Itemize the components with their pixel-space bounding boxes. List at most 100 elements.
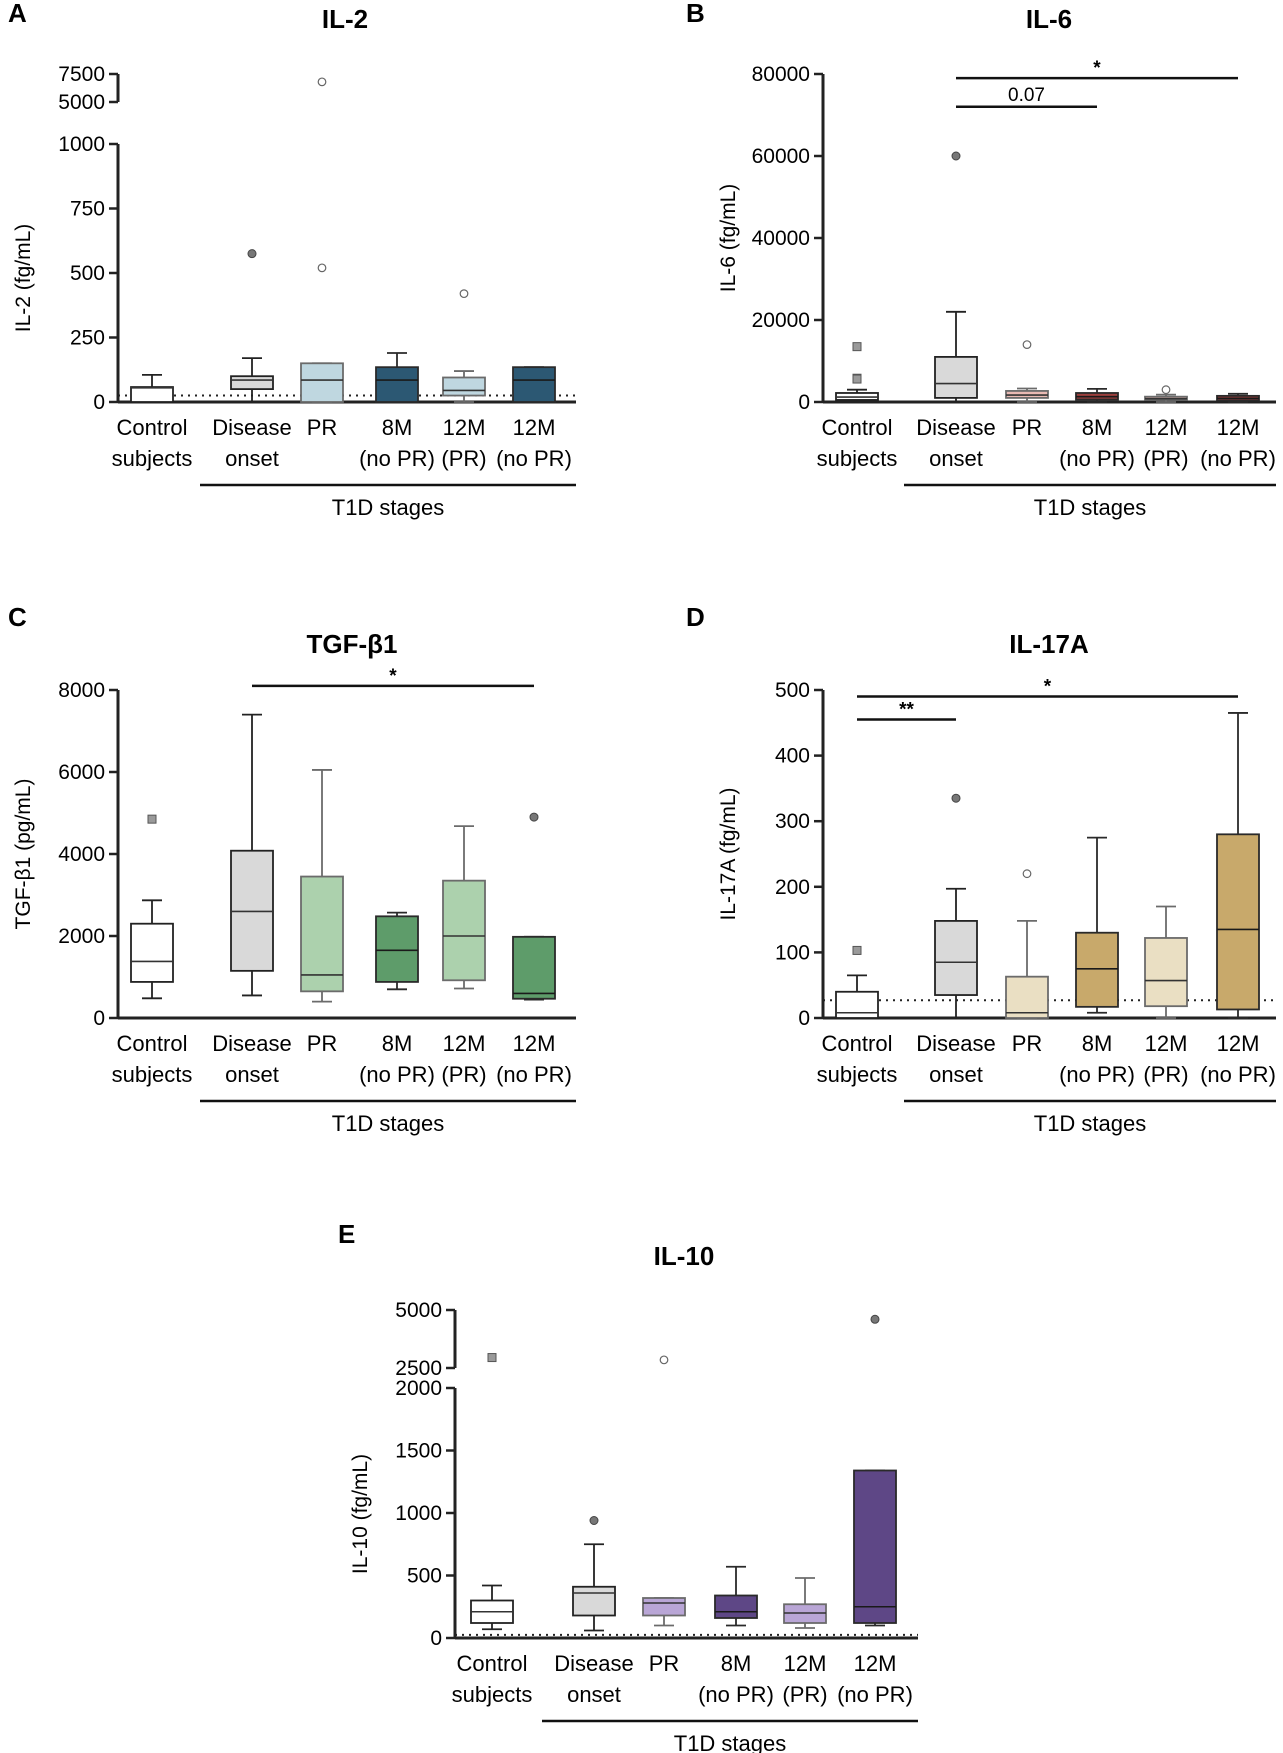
y-axis-label: IL-17A (fg/mL) [717, 787, 740, 920]
x-category-label: (no PR) [359, 446, 435, 471]
y-axis-label: IL-6 (fg/mL) [717, 184, 740, 293]
y-tick-label: 6000 [58, 761, 105, 784]
x-category-label: (no PR) [1059, 446, 1135, 471]
box-iqr [375, 366, 419, 403]
significance-label: 0.07 [1008, 85, 1045, 106]
y-tick-label: 0 [798, 1007, 810, 1030]
outlier-point [589, 1516, 599, 1525]
outlier-point [1022, 340, 1032, 350]
t1d-stages-label: T1D stages [1034, 1111, 1147, 1136]
box-2 [230, 713, 274, 997]
box-iqr [1075, 931, 1119, 1008]
y-tick-label: 0 [93, 391, 105, 414]
t1d-stages-label: T1D stages [332, 1111, 445, 1136]
panel-letter: A [8, 0, 27, 28]
box-iqr [1216, 833, 1260, 1011]
y-tick-label: 0 [430, 1627, 442, 1650]
box-iqr [835, 990, 879, 1019]
outlier-point [317, 77, 327, 87]
y-tick-label: 7500 [58, 63, 105, 86]
box-5 [442, 289, 486, 403]
box-6 [1216, 392, 1260, 403]
panel-c: C TGF-β1 0 2000 4000 6000 8000 TGF-β1 (pg/mL) Co… [8, 602, 576, 1136]
box-1 [835, 342, 879, 403]
y-tick-label: 5000 [58, 91, 105, 114]
x-category-label: onset [225, 1062, 279, 1087]
x-category-label: (PR) [1143, 1062, 1188, 1087]
box-2 [572, 1516, 616, 1632]
box-3 [642, 1355, 686, 1627]
x-category-label: 12M [854, 1651, 897, 1676]
y-axis-label: TGF-β1 (pg/mL) [12, 779, 35, 930]
x-category-label: PR [307, 415, 338, 440]
box-iqr [230, 375, 274, 391]
box-4 [1075, 387, 1119, 403]
box-iqr [714, 1594, 758, 1619]
box-6 [512, 366, 556, 403]
box-iqr [512, 935, 556, 1000]
x-category-label: Disease [916, 415, 995, 440]
panel-letter: E [338, 1219, 355, 1249]
outlier-point [459, 289, 469, 299]
x-category-label: Disease [212, 1031, 291, 1056]
y-tick-label: 0 [93, 1007, 105, 1030]
y-tick-label: 300 [775, 810, 810, 833]
box-iqr [130, 386, 174, 403]
x-category-label: (no PR) [496, 446, 572, 471]
y-tick-label: 8000 [58, 679, 105, 702]
y-tick-label: 4000 [58, 843, 105, 866]
panel-title: IL-6 [1026, 4, 1072, 34]
y-tick-label: 1000 [58, 133, 105, 156]
box-iqr [853, 1469, 897, 1624]
box-iqr [512, 366, 556, 403]
box-4 [1075, 836, 1119, 1014]
box-1 [130, 814, 174, 1000]
x-category-label: 12M [784, 1651, 827, 1676]
significance-label: * [389, 666, 397, 687]
x-category-label: 8M [1082, 1031, 1113, 1056]
box-6 [853, 1314, 897, 1627]
box-4 [714, 1565, 758, 1627]
x-category-label: subjects [112, 1062, 193, 1087]
box-iqr [934, 920, 978, 996]
y-tick-label: 1500 [395, 1440, 442, 1463]
panel-title: IL-17A [1009, 629, 1089, 659]
x-category-label: Control [822, 415, 893, 440]
x-category-label: onset [929, 446, 983, 471]
panel-letter: C [8, 602, 27, 632]
outlier-point [870, 1314, 880, 1324]
box-iqr [300, 362, 344, 403]
y-tick-label: 100 [775, 941, 810, 964]
x-category-label: PR [307, 1031, 338, 1056]
x-category-label: onset [929, 1062, 983, 1087]
box-iqr [642, 1597, 686, 1617]
t1d-stages-label: T1D stages [1034, 495, 1147, 520]
y-tick-label: 2500 [395, 1357, 442, 1380]
outlier-point [951, 151, 961, 161]
box-iqr [442, 879, 486, 982]
y-axis-label: IL-2 (fg/mL) [12, 224, 35, 333]
y-tick-label: 5000 [395, 1299, 442, 1322]
outlier-point [147, 814, 157, 824]
x-category-label: Control [822, 1031, 893, 1056]
panel-title: IL-10 [654, 1241, 715, 1271]
box-iqr [300, 875, 344, 993]
x-category-label: (no PR) [496, 1062, 572, 1087]
x-category-label: (PR) [1143, 446, 1188, 471]
outlier-point [951, 793, 961, 803]
box-1 [470, 1353, 514, 1631]
x-category-label: Control [117, 1031, 188, 1056]
box-5 [783, 1577, 827, 1629]
box-4 [375, 352, 419, 403]
x-category-label: (PR) [441, 446, 486, 471]
x-category-label: PR [1012, 415, 1043, 440]
box-1 [835, 945, 879, 1019]
x-category-label: Disease [916, 1031, 995, 1056]
outlier-point [1022, 869, 1032, 879]
box-iqr [1144, 937, 1188, 1008]
box-iqr [934, 355, 978, 399]
box-5 [442, 825, 486, 990]
y-tick-label: 20000 [752, 309, 810, 332]
outlier-point [529, 812, 539, 822]
t1d-stages-label: T1D stages [674, 1731, 787, 1753]
